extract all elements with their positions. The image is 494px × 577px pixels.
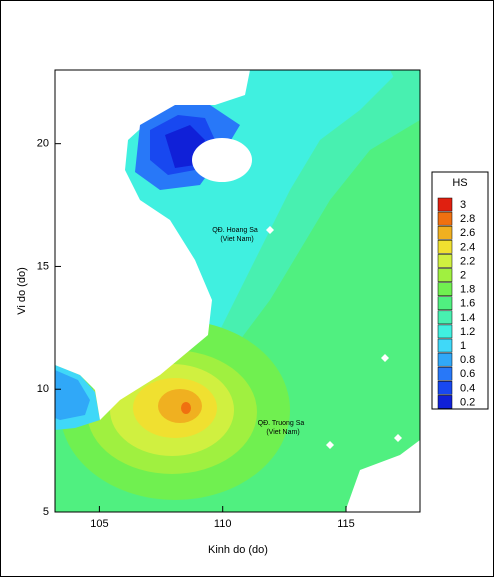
contour-region — [266, 226, 274, 234]
colorbar-swatch — [437, 296, 453, 311]
colorbar-swatch — [437, 381, 453, 395]
contour-region — [181, 402, 191, 414]
colorbar-label: 3 — [460, 199, 466, 211]
x-axis-label: Kinh do (do) — [208, 544, 268, 556]
contour-region — [390, 70, 420, 95]
colorbar-label: 0.2 — [460, 396, 475, 408]
y-tick-label: 5 — [43, 506, 49, 518]
contour-region — [381, 354, 389, 362]
contour-region — [158, 389, 202, 423]
colorbar-label: 2 — [460, 269, 466, 281]
colorbar-label: 1.8 — [460, 284, 475, 296]
plot-border — [54, 69, 421, 513]
colorbar-label: 1.2 — [460, 326, 475, 338]
contour-region — [394, 434, 402, 442]
contour-region — [55, 370, 90, 420]
colorbar-swatch — [437, 254, 453, 268]
contour-region — [326, 441, 334, 449]
colorbar-swatch — [437, 211, 453, 226]
y-axis-label: Vi do (do) — [16, 267, 28, 315]
y-tick-label: 15 — [37, 260, 49, 272]
island — [192, 138, 252, 182]
colorbar-swatch — [437, 366, 453, 381]
colorbar-swatch — [437, 282, 453, 296]
colorbar-label: 2.4 — [460, 241, 475, 253]
colorbar-title: HS — [452, 177, 467, 189]
colorbar-label: 0.4 — [460, 382, 475, 394]
colorbar-swatch — [437, 225, 453, 240]
colorbar-label: 1.6 — [460, 298, 475, 310]
colorbar-swatch — [437, 395, 453, 409]
colorbar-swatch — [437, 197, 453, 212]
x-tick-label: 110 — [214, 518, 232, 530]
colorbar-label: 2.2 — [460, 255, 475, 267]
annotation: (Viet Nam) — [220, 236, 253, 243]
colorbar-swatch — [437, 324, 453, 339]
colorbar-label: 2.8 — [460, 213, 475, 225]
colorbar-label: 1 — [460, 340, 466, 352]
colorbar-swatch — [437, 268, 453, 282]
colorbar-label: 2.6 — [460, 227, 475, 239]
y-tick-label: 10 — [37, 383, 49, 395]
colorbar-label: 0.6 — [460, 368, 475, 380]
y-tick-label: 20 — [37, 138, 49, 150]
colorbar-swatch — [437, 338, 453, 353]
annotation: QĐ. Truong Sa — [258, 420, 305, 427]
colorbar-swatch — [437, 240, 453, 254]
colorbar-label: 1.4 — [460, 312, 475, 324]
x-tick-label: 115 — [337, 518, 355, 530]
annotation: (Viet Nam) — [266, 429, 299, 436]
contour-region — [55, 70, 250, 420]
contour-field — [55, 70, 420, 512]
contour-region — [400, 454, 408, 462]
colorbar-swatch — [437, 352, 453, 367]
x-tick-label: 105 — [90, 518, 108, 530]
colorbar-label: 0.8 — [460, 354, 475, 366]
colorbar-swatch — [437, 310, 453, 325]
annotation: QĐ. Hoang Sa — [212, 227, 258, 234]
